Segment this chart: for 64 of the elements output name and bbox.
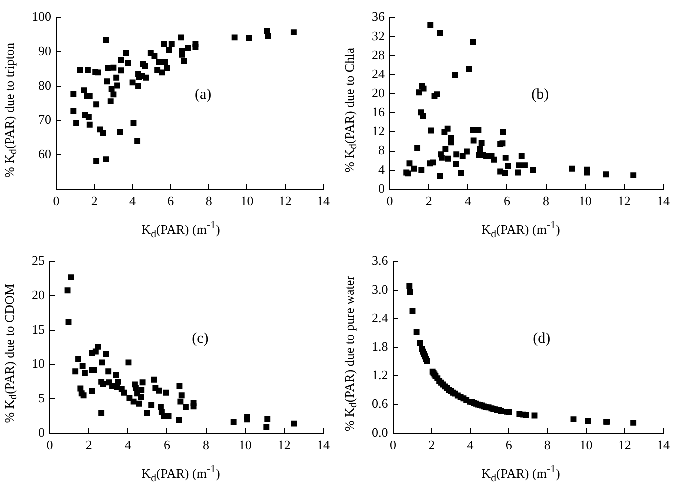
x-tick-label: 14 (657, 438, 670, 453)
y-tick-label: 0 (378, 180, 385, 196)
y-tick-label: 20 (32, 288, 45, 303)
x-tick-label: 10 (238, 438, 252, 453)
y-tick-label: 70 (38, 112, 52, 128)
x-tick-label: 8 (206, 194, 212, 209)
x-axis-title: K$_{d}$(PAR) (m$^{-1}$) (142, 464, 220, 485)
x-tick-label: 2 (428, 438, 436, 453)
x-tick-label: 14 (657, 194, 670, 209)
x-tick-label: 2 (86, 438, 92, 453)
x-tick-label: 4 (130, 194, 137, 209)
y-tick-label: 3.0 (372, 282, 388, 297)
y-tick-label: 100 (32, 9, 52, 24)
y-tick-label: 24 (372, 66, 386, 82)
x-tick-label: 6 (168, 194, 175, 209)
x-tick-label: 10 (578, 194, 592, 209)
x-tick-label: 4 (124, 438, 132, 453)
x-tick-label: 2 (91, 194, 98, 209)
y-tick-label: 90 (38, 44, 52, 59)
x-tick-label: 8 (203, 438, 210, 453)
y-tick-label: 2.4 (372, 310, 389, 326)
annotation: (c) (192, 330, 209, 347)
x-tick-label: 4 (464, 194, 472, 209)
y-tick-label: 4 (378, 162, 386, 177)
y-tick-label: 25 (32, 253, 45, 268)
x-tick-label: 8 (544, 438, 551, 453)
x-tick-label: 6 (164, 438, 171, 453)
y-tick-label: 80 (38, 78, 52, 93)
x-tick-label: 14 (317, 438, 330, 453)
y-tick-label: 8 (378, 142, 385, 158)
annotation: (d) (533, 330, 551, 347)
x-tick-label: 6 (506, 438, 513, 453)
y-tick-label: 20 (372, 85, 385, 100)
x-tick-label: 12 (618, 194, 631, 209)
x-tick-label: 4 (467, 438, 474, 453)
y-tick-label: 5 (38, 390, 45, 406)
y-tick-label: 3.6 (372, 253, 389, 268)
x-axis-title: K$_{d}$(PAR) (m$^{-1}$) (482, 464, 560, 485)
annotation: (b) (532, 86, 550, 103)
x-tick-label: 14 (317, 194, 330, 209)
x-tick-label: 12 (278, 194, 292, 209)
y-tick-label: 0.0 (372, 424, 388, 440)
x-tick-label: 10 (580, 438, 593, 453)
x-tick-label: 8 (543, 194, 550, 209)
y-tick-label: 28 (372, 47, 385, 62)
y-tick-label: 0 (38, 424, 45, 440)
y-tick-label: 15 (32, 322, 45, 337)
x-axis-title: K$_{d}$(PAR) (m$^{-1}$) (142, 220, 220, 241)
y-tick-label: 36 (372, 9, 386, 24)
x-tick-label: 12 (618, 438, 632, 453)
y-tick-label: 1.2 (372, 368, 388, 383)
x-tick-label: 6 (504, 194, 511, 209)
y-tick-label: 0.6 (372, 396, 389, 412)
y-tick-label: 32 (372, 28, 385, 44)
x-tick-label: 2 (426, 194, 432, 209)
y-tick-label: 1.8 (372, 339, 388, 354)
y-tick-label: 60 (38, 146, 52, 162)
x-tick-label: 10 (240, 194, 254, 209)
annotation: (a) (195, 86, 212, 103)
x-tick-label: 12 (278, 438, 291, 453)
x-axis-title: K$_{d}$(PAR) (m$^{-1}$) (482, 220, 560, 241)
y-tick-label: 12 (372, 124, 385, 139)
y-tick-label: 10 (32, 356, 45, 372)
y-tick-label: 16 (372, 104, 386, 120)
